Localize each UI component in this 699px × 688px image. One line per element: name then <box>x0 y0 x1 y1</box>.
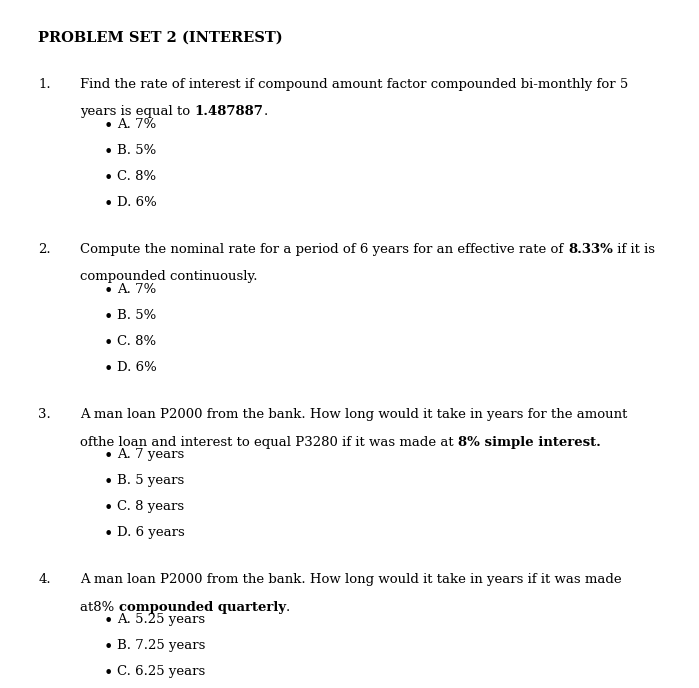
Text: B. 7.25 years: B. 7.25 years <box>117 639 206 652</box>
Text: B. 5 years: B. 5 years <box>117 474 185 487</box>
Text: at8%: at8% <box>80 601 119 614</box>
Text: B. 5%: B. 5% <box>117 309 157 322</box>
Text: C. 8 years: C. 8 years <box>117 500 185 513</box>
Text: 8% simple interest.: 8% simple interest. <box>459 436 601 449</box>
Text: A man loan P2000 from the bank. How long would it take in years for the amount: A man loan P2000 from the bank. How long… <box>80 408 628 421</box>
Text: compounded quarterly: compounded quarterly <box>119 601 286 614</box>
Text: •: • <box>103 361 113 378</box>
Text: if it is: if it is <box>613 243 655 256</box>
Text: •: • <box>103 448 113 465</box>
Text: •: • <box>103 118 113 135</box>
Text: D. 6%: D. 6% <box>117 196 157 209</box>
Text: •: • <box>103 283 113 300</box>
Text: •: • <box>103 144 113 161</box>
Text: A. 7 years: A. 7 years <box>117 448 185 461</box>
Text: •: • <box>103 526 113 544</box>
Text: •: • <box>103 665 113 682</box>
Text: compounded continuously.: compounded continuously. <box>80 270 258 283</box>
Text: PROBLEM SET 2 (INTEREST): PROBLEM SET 2 (INTEREST) <box>38 31 283 45</box>
Text: •: • <box>103 613 113 630</box>
Text: 1.: 1. <box>38 78 51 91</box>
Text: C. 8%: C. 8% <box>117 170 157 183</box>
Text: •: • <box>103 196 113 213</box>
Text: .: . <box>264 105 268 118</box>
Text: 4.: 4. <box>38 573 51 586</box>
Text: •: • <box>103 170 113 187</box>
Text: 8.33%: 8.33% <box>568 243 613 256</box>
Text: .: . <box>286 601 290 614</box>
Text: C. 6.25 years: C. 6.25 years <box>117 665 206 678</box>
Text: A. 5.25 years: A. 5.25 years <box>117 613 206 626</box>
Text: 3.: 3. <box>38 408 51 421</box>
Text: years is equal to: years is equal to <box>80 105 195 118</box>
Text: A man loan P2000 from the bank. How long would it take in years if it was made: A man loan P2000 from the bank. How long… <box>80 573 622 586</box>
Text: D. 6%: D. 6% <box>117 361 157 374</box>
Text: •: • <box>103 335 113 352</box>
Text: •: • <box>103 500 113 517</box>
Text: A. 7%: A. 7% <box>117 283 157 296</box>
Text: A. 7%: A. 7% <box>117 118 157 131</box>
Text: 2.: 2. <box>38 243 51 256</box>
Text: B. 5%: B. 5% <box>117 144 157 157</box>
Text: C. 8%: C. 8% <box>117 335 157 348</box>
Text: Compute the nominal rate for a period of 6 years for an effective rate of: Compute the nominal rate for a period of… <box>80 243 568 256</box>
Text: •: • <box>103 309 113 326</box>
Text: 1.487887: 1.487887 <box>195 105 264 118</box>
Text: Find the rate of interest if compound amount factor compounded bi-monthly for 5: Find the rate of interest if compound am… <box>80 78 628 91</box>
Text: •: • <box>103 639 113 656</box>
Text: •: • <box>103 474 113 491</box>
Text: ofthe loan and interest to equal P3280 if it was made at: ofthe loan and interest to equal P3280 i… <box>80 436 459 449</box>
Text: D. 6 years: D. 6 years <box>117 526 185 539</box>
